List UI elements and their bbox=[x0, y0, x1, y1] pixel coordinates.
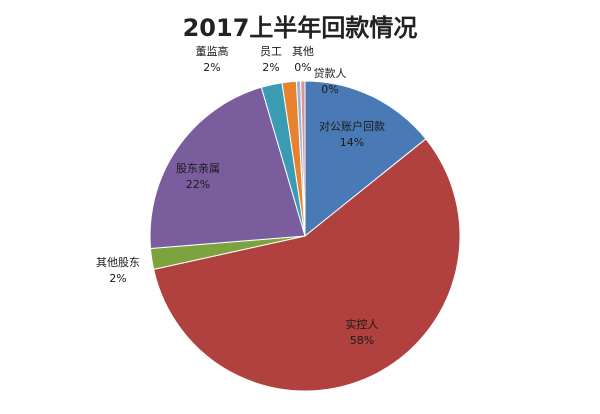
slice-shareholder-relatives bbox=[149, 86, 306, 250]
slice-label-corporate-account: 对公账户回款 14% bbox=[319, 119, 385, 149]
slice-lender bbox=[300, 80, 306, 237]
slice-controller bbox=[153, 138, 461, 392]
slice-label-other: 其他 0% bbox=[292, 45, 314, 74]
chart-title: 2017上半年回款情况 bbox=[182, 14, 418, 42]
slice-corporate-account bbox=[304, 80, 427, 238]
slice-label-shareholder-relatives: 股东亲属 22% bbox=[176, 161, 220, 191]
slice-label-directors: 董监高 2% bbox=[196, 44, 229, 74]
pie-labels: 对公账户回款 14% 实控人 58% 其他股东 2% 股东亲属 22% 董监高 2% 员工 2% 其他 0… bbox=[96, 44, 385, 347]
slice-label-employees: 员工 2% bbox=[260, 45, 282, 74]
slice-label-controller: 实控人 58% bbox=[346, 317, 379, 347]
pie-slices bbox=[149, 80, 461, 392]
slice-label-lender: 贷款人 0% bbox=[314, 66, 347, 96]
slice-label-other-shareholders: 其他股东 2% bbox=[96, 256, 140, 285]
